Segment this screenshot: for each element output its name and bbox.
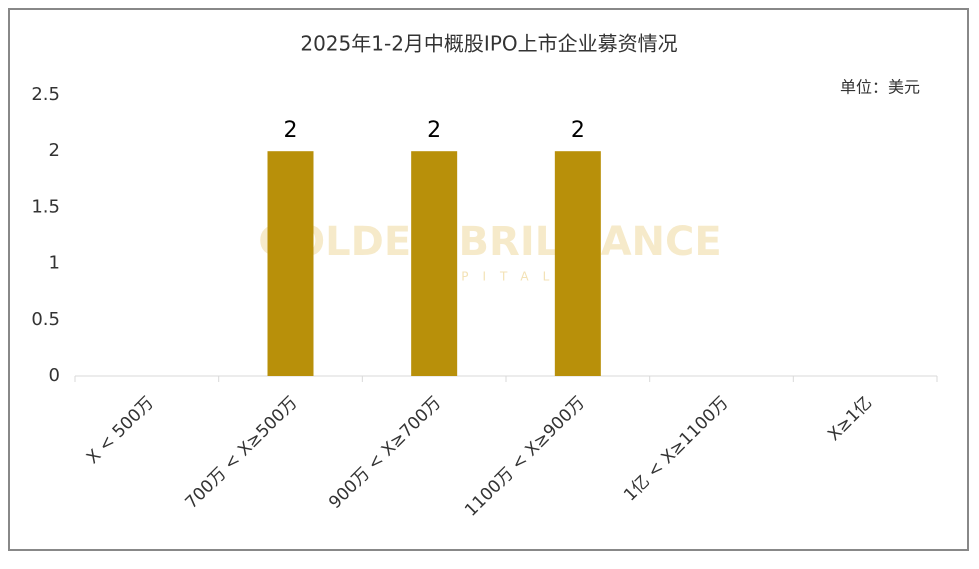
y-tick-label: 0 [49,365,60,386]
data-label: 2 [571,118,585,143]
bar [267,151,314,376]
y-tick-label: 2 [49,140,60,161]
chart-title: 2025年1-2月中概股IPO上市企业募资情况 [300,32,677,56]
data-label: 2 [427,118,441,143]
watermark: GOLDEN BRILLIANCE [258,219,721,265]
y-tick-label: 1.5 [31,196,60,217]
y-tick-label: 0.5 [31,309,60,330]
unit-label: 单位：美元 [840,78,920,97]
y-tick-label: 1 [49,253,60,274]
chart-border [8,8,969,551]
y-tick-label: 2.5 [31,84,60,105]
bar [554,151,601,376]
data-label: 2 [284,118,298,143]
bar [411,151,458,376]
